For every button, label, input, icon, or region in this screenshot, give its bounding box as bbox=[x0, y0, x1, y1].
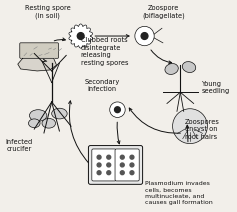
Circle shape bbox=[130, 163, 134, 167]
Circle shape bbox=[97, 163, 101, 167]
FancyBboxPatch shape bbox=[115, 149, 139, 181]
Circle shape bbox=[120, 171, 124, 175]
Circle shape bbox=[77, 33, 84, 39]
Ellipse shape bbox=[165, 64, 178, 74]
Circle shape bbox=[173, 109, 207, 144]
Circle shape bbox=[107, 163, 111, 167]
Ellipse shape bbox=[182, 62, 196, 73]
Circle shape bbox=[120, 155, 124, 159]
Circle shape bbox=[130, 155, 134, 159]
Text: Infected
crucifer: Infected crucifer bbox=[5, 139, 32, 152]
Circle shape bbox=[130, 171, 134, 175]
Text: Secondary
infection: Secondary infection bbox=[84, 79, 120, 92]
Ellipse shape bbox=[29, 110, 47, 121]
Text: Young
seedling: Young seedling bbox=[202, 81, 230, 94]
Circle shape bbox=[97, 155, 101, 159]
Polygon shape bbox=[69, 24, 92, 48]
Circle shape bbox=[114, 107, 120, 113]
Circle shape bbox=[107, 155, 111, 159]
Text: Zoospores
encyst on
root hairs: Zoospores encyst on root hairs bbox=[185, 119, 220, 139]
Ellipse shape bbox=[28, 119, 40, 128]
Text: Plasmodium invades
cells, becomes
multinucleate, and
causes gall formation: Plasmodium invades cells, becomes multin… bbox=[145, 181, 212, 205]
Text: Resting spore
(in soil): Resting spore (in soil) bbox=[25, 5, 71, 19]
Polygon shape bbox=[18, 58, 56, 71]
Ellipse shape bbox=[42, 119, 55, 128]
Circle shape bbox=[97, 171, 101, 175]
FancyBboxPatch shape bbox=[88, 146, 143, 184]
Circle shape bbox=[120, 163, 124, 167]
Circle shape bbox=[107, 171, 111, 175]
Text: Zoospore
(biflagellate): Zoospore (biflagellate) bbox=[142, 5, 185, 19]
Text: Clubbed roots
disintegrate
releasing
resting spores: Clubbed roots disintegrate releasing res… bbox=[81, 37, 128, 66]
Circle shape bbox=[141, 33, 148, 39]
Circle shape bbox=[135, 26, 154, 46]
Circle shape bbox=[110, 102, 125, 117]
FancyBboxPatch shape bbox=[92, 149, 116, 181]
FancyBboxPatch shape bbox=[20, 43, 59, 58]
Ellipse shape bbox=[52, 108, 67, 119]
